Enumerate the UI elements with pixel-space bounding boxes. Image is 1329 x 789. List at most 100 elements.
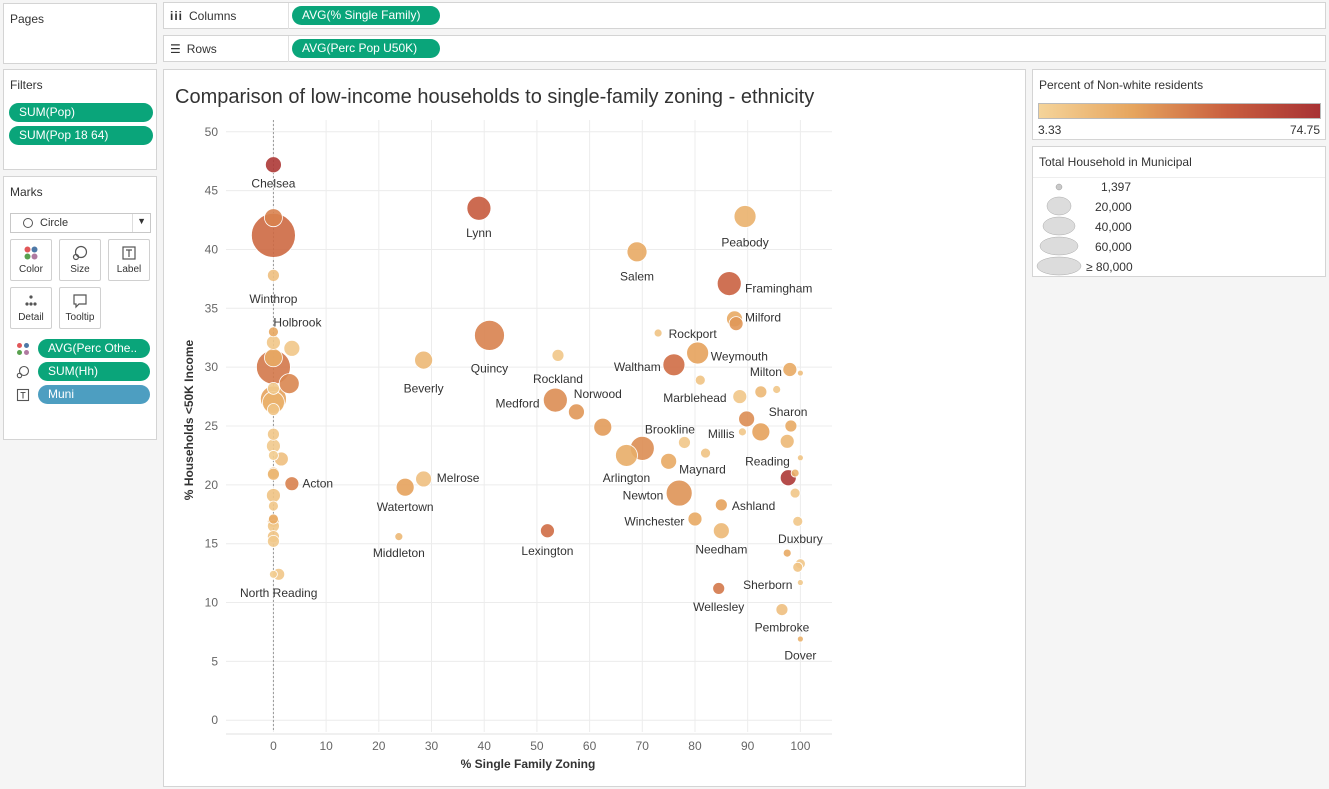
data-point[interactable] <box>267 268 280 282</box>
data-point[interactable] <box>268 500 279 512</box>
data-point[interactable] <box>792 515 804 527</box>
data-point[interactable] <box>551 348 565 362</box>
data-point[interactable] <box>626 241 648 263</box>
data-point[interactable] <box>796 454 804 462</box>
color-field-pill[interactable]: AVG(Perc Othe.. <box>38 339 150 358</box>
data-point[interactable] <box>796 369 804 377</box>
data-point[interactable] <box>772 385 782 394</box>
data-point[interactable] <box>474 319 505 351</box>
marks-field-size[interactable]: SUM(Hh) <box>10 362 152 382</box>
data-point[interactable] <box>653 328 663 338</box>
data-point[interactable] <box>775 603 789 616</box>
data-point[interactable] <box>686 341 710 365</box>
data-point[interactable] <box>540 523 555 539</box>
filter-pill-pop[interactable]: SUM(Pop) <box>9 103 153 122</box>
detail-button[interactable]: Detail <box>10 287 52 329</box>
data-point[interactable] <box>466 195 492 221</box>
data-point[interactable] <box>265 156 282 174</box>
data-point[interactable] <box>665 479 693 507</box>
data-point[interactable] <box>267 427 280 441</box>
filter-pill-pop-18-64[interactable]: SUM(Pop 18 64) <box>9 126 153 145</box>
data-point[interactable] <box>415 470 433 488</box>
data-point[interactable] <box>395 477 415 497</box>
mark-type-dropdown[interactable]: Circle ▼ <box>10 213 151 233</box>
data-point[interactable] <box>266 488 281 503</box>
label-button-label: Label <box>116 264 142 275</box>
data-point[interactable] <box>792 561 804 573</box>
data-point[interactable] <box>716 271 742 296</box>
data-point[interactable] <box>754 385 768 399</box>
data-point[interactable] <box>796 635 804 643</box>
data-point[interactable] <box>267 381 280 395</box>
data-point[interactable] <box>700 447 711 459</box>
label-layer: Chelsea Winthrop Holbrook Acton North Readin… <box>240 177 823 663</box>
x-tick-label: 90 <box>741 739 755 753</box>
color-button[interactable]: Color <box>10 239 52 281</box>
tooltip-button[interactable]: Tooltip <box>59 287 101 329</box>
data-point[interactable] <box>784 419 798 433</box>
tooltip-icon <box>73 294 87 309</box>
data-point[interactable] <box>615 444 638 467</box>
circle-icon <box>23 218 33 228</box>
size-legend-label: 60,000 <box>1095 240 1132 254</box>
columns-shelf[interactable]: iii Columns AVG(% Single Family) <box>163 2 1326 29</box>
data-point[interactable] <box>267 534 280 548</box>
data-point[interactable] <box>284 476 300 492</box>
data-point[interactable] <box>738 410 756 428</box>
data-point[interactable] <box>790 468 800 478</box>
data-point[interactable] <box>712 582 726 595</box>
data-point[interactable] <box>264 208 283 228</box>
data-point[interactable] <box>266 335 281 350</box>
label-field-pill[interactable]: Muni <box>38 385 150 404</box>
data-point[interactable] <box>796 579 804 586</box>
data-point[interactable] <box>414 350 434 370</box>
data-point[interactable] <box>687 511 703 527</box>
data-point[interactable] <box>782 362 798 377</box>
rows-pill[interactable]: AVG(Perc Pop U50K) <box>292 39 440 58</box>
size-button[interactable]: Size <box>59 239 101 281</box>
marks-field-label[interactable]: Muni <box>10 385 152 405</box>
size-icon <box>16 365 30 379</box>
color-legend-min: 3.33 <box>1038 123 1062 137</box>
data-point[interactable] <box>268 450 279 461</box>
point-label: Ashland <box>732 499 775 513</box>
data-point[interactable] <box>751 422 771 442</box>
data-point[interactable] <box>264 348 283 368</box>
x-tick-label: 80 <box>688 739 702 753</box>
data-point[interactable] <box>662 353 686 377</box>
data-point[interactable] <box>714 498 728 512</box>
mark-type-value: Circle <box>40 217 69 229</box>
data-point[interactable] <box>267 403 280 416</box>
rows-shelf[interactable]: ☰ Rows AVG(Perc Pop U50K) <box>163 35 1326 62</box>
point-label: Millis <box>708 427 735 441</box>
data-point[interactable] <box>732 389 748 404</box>
data-point[interactable] <box>789 487 801 499</box>
data-point[interactable] <box>678 436 691 449</box>
label-button[interactable]: Label <box>108 239 150 281</box>
color-dots-icon <box>17 343 29 355</box>
data-point[interactable] <box>728 316 744 332</box>
data-point[interactable] <box>542 387 568 413</box>
data-point[interactable] <box>779 433 795 449</box>
data-point[interactable] <box>269 569 278 579</box>
marks-field-color[interactable]: AVG(Perc Othe.. <box>10 339 152 359</box>
data-point[interactable] <box>733 205 757 228</box>
data-point[interactable] <box>568 403 585 421</box>
columns-pill[interactable]: AVG(% Single Family) <box>292 6 440 25</box>
size-legend-label: ≥ 80,000 <box>1086 260 1133 274</box>
size-field-pill[interactable]: SUM(Hh) <box>38 362 150 381</box>
data-point[interactable] <box>283 339 301 357</box>
data-point[interactable] <box>712 522 730 540</box>
data-point[interactable] <box>593 417 613 437</box>
data-point[interactable] <box>782 548 792 558</box>
data-point[interactable] <box>694 374 706 386</box>
point-label: Dover <box>784 649 816 663</box>
data-point[interactable] <box>278 373 300 395</box>
data-point[interactable] <box>394 532 404 542</box>
marks-card: Marks Circle ▼ Color Size Label Detail <box>3 176 157 440</box>
data-point[interactable] <box>738 427 747 437</box>
data-point[interactable] <box>267 467 280 481</box>
data-point[interactable] <box>660 452 678 470</box>
data-point[interactable] <box>268 513 279 525</box>
data-point[interactable] <box>268 326 279 338</box>
